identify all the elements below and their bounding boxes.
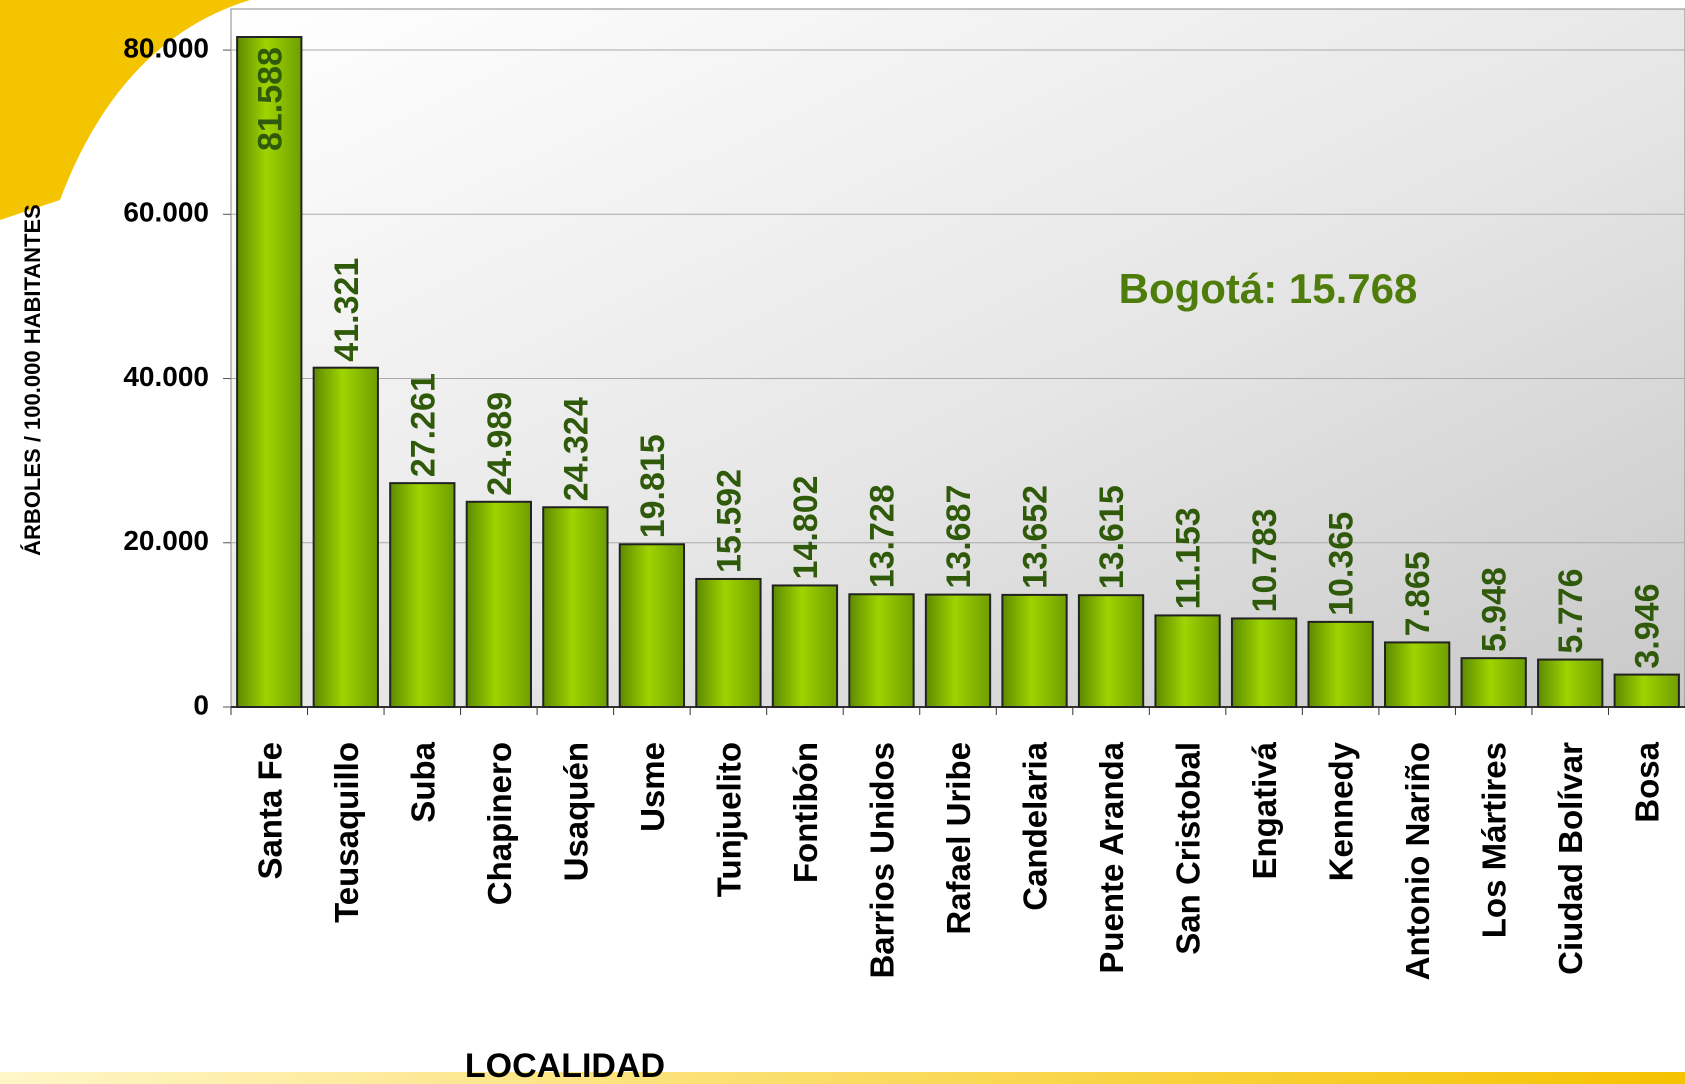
decor-swoosh [0,0,250,220]
decor-footer [0,1072,1685,1084]
x-tick-label: Engativá [1246,741,1283,879]
value-label: 13.652 [1017,485,1055,589]
bar [1230,617,1298,708]
value-label: 13.615 [1093,485,1131,589]
bar [1384,641,1451,709]
bar [465,500,532,708]
bar [1077,594,1145,709]
x-tick-label: Ciudad Bolívar [1552,742,1589,975]
x-tick-label: Barrios Unidos [863,742,900,979]
annotation: Bogotá: 15.768 [1119,265,1418,312]
bar [1460,657,1527,709]
y-tick-label: 40.000 [123,361,209,392]
value-label: 10.365 [1323,512,1361,616]
value-label: 13.728 [863,484,901,588]
bar [1307,620,1374,709]
value-label: 81.588 [251,47,289,151]
value-label: 24.324 [557,397,595,501]
value-label: 5.776 [1552,568,1590,653]
x-tick-label: San Cristobal [1170,742,1207,955]
x-tick-label: Santa Fe [251,742,288,880]
x-tick-label: Teusaquillo [328,742,365,923]
value-label: 14.802 [787,475,825,579]
bar [848,593,915,709]
x-tick-label: Antonio Nariño [1399,742,1436,980]
y-tick-label: 80.000 [123,32,209,63]
bar [771,584,839,709]
value-label: 5.948 [1476,567,1514,652]
x-tick-label: Bosa [1629,741,1666,822]
bar [542,506,609,709]
y-tick-label: 0 [193,689,209,720]
bar [236,36,303,708]
bar [389,482,456,708]
value-label: 15.592 [710,469,748,573]
value-label: 27.261 [404,373,442,477]
value-label: 3.946 [1629,584,1667,669]
x-axis-label: LOCALIDAD [465,1047,665,1084]
value-label: 11.153 [1170,507,1208,609]
x-tick-label: Rafael Uribe [940,742,977,935]
x-tick-label: Tunjuelito [710,742,747,897]
x-tick-label: Candelaria [1017,741,1054,910]
bar [695,577,762,708]
value-label: 7.865 [1399,551,1437,636]
x-tick-label: Usme [634,742,671,832]
value-label: 41.321 [328,258,366,362]
bar [1154,614,1221,708]
value-label: 10.783 [1246,508,1284,612]
x-tick-label: Usaquén [557,742,594,881]
bar [312,366,379,708]
x-tick-label: Suba [404,741,441,822]
bar [1613,673,1680,708]
bar [1001,593,1068,709]
y-axis-label: ÁRBOLES / 100.000 HABITANTES [20,204,45,556]
y-tick-label: 20.000 [123,525,209,556]
bar [618,543,686,708]
x-tick-label: Los Mártires [1476,742,1513,938]
value-label: 24.989 [481,392,519,496]
x-tick-label: Chapinero [481,742,518,905]
bar [924,593,992,709]
x-tick-label: Kennedy [1323,741,1360,881]
bar [1537,658,1604,708]
x-tick-label: Puente Aranda [1093,741,1130,973]
value-label: 19.815 [634,434,672,538]
value-label: 13.687 [940,485,978,589]
y-tick-label: 60.000 [123,197,209,228]
x-tick-label: Fontibón [787,742,824,883]
